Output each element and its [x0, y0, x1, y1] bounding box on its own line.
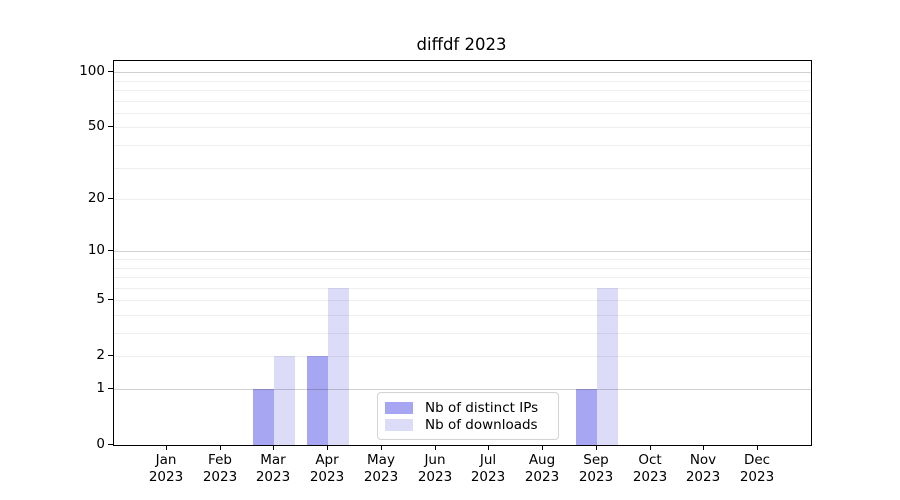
bar-distinct-ips-mar: [253, 389, 275, 445]
gridline-10: [114, 251, 811, 252]
y-tick-mark-1: [108, 388, 113, 389]
y-tick-label-0: 0: [96, 436, 105, 452]
gridline-40: [114, 145, 811, 146]
x-tick-label-may: May 2023: [363, 452, 399, 485]
x-tick-label-dec: Dec 2023: [739, 452, 775, 485]
x-tick-mark-aug: [542, 445, 543, 450]
gridline-60: [114, 113, 811, 114]
legend: Nb of distinct IPs Nb of downloads: [377, 392, 559, 440]
gridline-20: [114, 199, 811, 200]
x-tick-mark-jul: [488, 445, 489, 450]
x-tick-label-mar: Mar 2023: [255, 452, 291, 485]
bar-distinct-ips-sep: [575, 389, 597, 445]
y-tick-mark-0: [108, 444, 113, 445]
legend-item-distinct-ips: Nb of distinct IPs: [385, 399, 550, 416]
legend-swatch-distinct-ips-icon: [385, 401, 413, 414]
y-tick-mark-50: [108, 126, 113, 127]
gridline-50: [114, 127, 811, 128]
y-tick-label-1: 1: [96, 380, 105, 396]
x-tick-label-nov: Nov 2023: [685, 452, 721, 485]
gridline-100: [114, 72, 811, 73]
y-tick-mark-5: [108, 299, 113, 300]
y-tick-mark-2: [108, 355, 113, 356]
x-tick-mark-may: [381, 445, 382, 450]
plot-area: Nb of distinct IPs Nb of downloads: [113, 60, 812, 446]
y-tick-label-10: 10: [87, 242, 105, 258]
gridline-7: [114, 277, 811, 278]
gridline-30: [114, 168, 811, 169]
x-tick-mark-jun: [435, 445, 436, 450]
x-tick-mark-nov: [703, 445, 704, 450]
gridline-8: [114, 268, 811, 269]
x-tick-mark-dec: [757, 445, 758, 450]
x-tick-label-sep: Sep 2023: [578, 452, 614, 485]
chart-title: diffdf 2023: [416, 35, 507, 54]
gridline-4: [114, 315, 811, 316]
gridline-1: [114, 389, 811, 390]
x-tick-mark-jan: [166, 445, 167, 450]
bar-downloads-apr: [328, 287, 350, 445]
x-tick-mark-feb: [220, 445, 221, 450]
x-tick-label-apr: Apr 2023: [309, 452, 345, 485]
y-tick-label-50: 50: [87, 118, 105, 134]
y-tick-mark-10: [108, 250, 113, 251]
y-tick-mark-100: [108, 71, 113, 72]
y-tick-label-100: 100: [79, 63, 105, 79]
gridline-80: [114, 90, 811, 91]
legend-label-distinct-ips: Nb of distinct IPs: [425, 399, 539, 416]
bar-downloads-mar: [274, 356, 296, 445]
bar-downloads-sep: [596, 287, 618, 445]
y-tick-label-5: 5: [96, 291, 105, 307]
gridline-3: [114, 333, 811, 334]
y-tick-mark-20: [108, 198, 113, 199]
x-tick-label-oct: Oct 2023: [632, 452, 668, 485]
legend-item-downloads: Nb of downloads: [385, 416, 550, 433]
gridline-2: [114, 356, 811, 357]
gridline-9: [114, 259, 811, 260]
legend-swatch-downloads-icon: [385, 418, 413, 431]
y-tick-label-20: 20: [87, 190, 105, 206]
gridline-70: [114, 101, 811, 102]
x-tick-mark-mar: [273, 445, 274, 450]
gridline-90: [114, 81, 811, 82]
gridline-5: [114, 300, 811, 301]
x-tick-label-aug: Aug 2023: [524, 452, 560, 485]
y-tick-label-2: 2: [96, 347, 105, 363]
x-tick-label-feb: Feb 2023: [202, 452, 238, 485]
x-tick-label-jan: Jan 2023: [148, 452, 184, 485]
gridline-6: [114, 288, 811, 289]
x-tick-mark-apr: [327, 445, 328, 450]
x-tick-label-jun: Jun 2023: [417, 452, 453, 485]
legend-label-downloads: Nb of downloads: [425, 416, 538, 433]
x-tick-mark-oct: [650, 445, 651, 450]
x-tick-mark-sep: [596, 445, 597, 450]
bar-distinct-ips-apr: [307, 356, 329, 445]
x-tick-label-jul: Jul 2023: [470, 452, 506, 485]
